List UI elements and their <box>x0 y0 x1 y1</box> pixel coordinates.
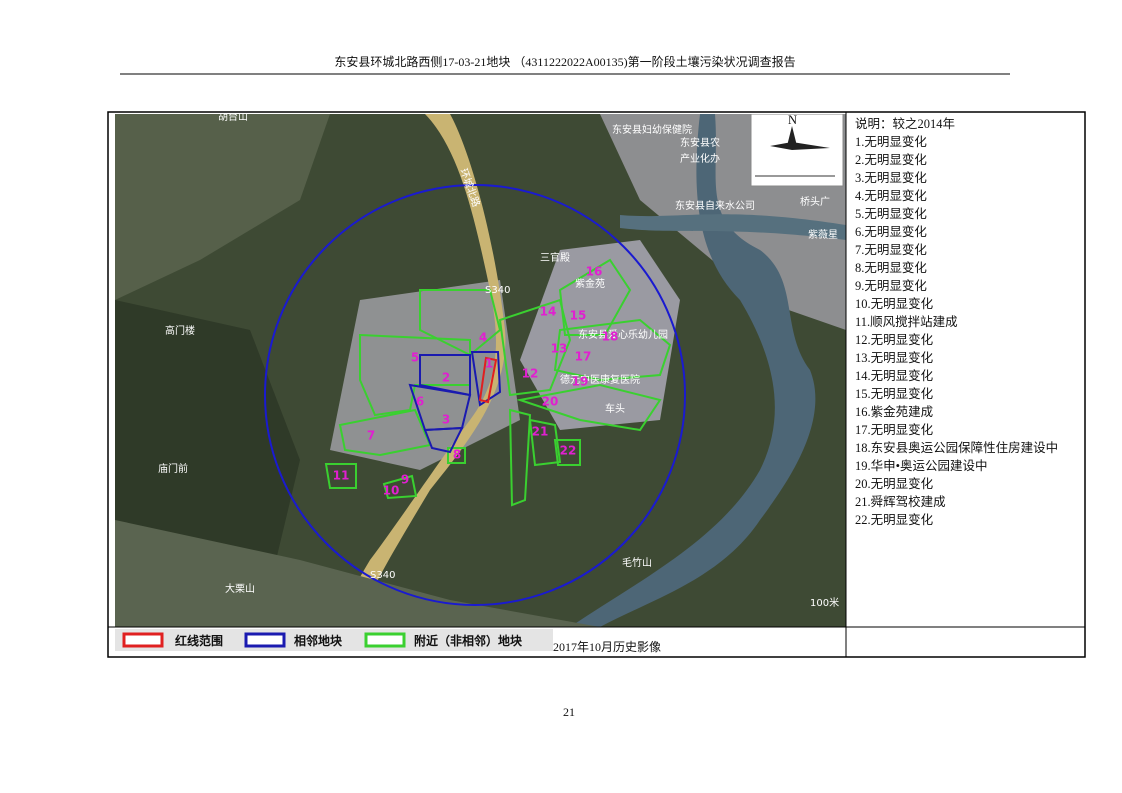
place-label: 紫薇星 <box>808 229 838 241</box>
place-label: 桥头广 <box>800 196 830 208</box>
parcel-label: 13 <box>551 342 568 356</box>
caption: 2017年10月历史影像 <box>553 640 661 654</box>
place-label: 毛竹山 <box>622 556 652 569</box>
note-item: 9.无明显变化 <box>855 278 927 293</box>
legend-label: 附近（非相邻）地块 <box>414 633 523 648</box>
page-number: 21 <box>563 705 575 719</box>
place-label: 大栗山 <box>225 582 255 595</box>
parcel-label: 8 <box>453 448 461 462</box>
note-item: 18.东安县奥运公园保障性住房建设中 <box>855 440 1058 455</box>
parcel-label: 11 <box>333 469 350 483</box>
note-item: 7.无明显变化 <box>855 242 927 257</box>
place-label: 东安县自来水公司 <box>675 199 755 212</box>
parcel-label: 20 <box>542 395 559 409</box>
parcel-label: 7 <box>367 429 375 443</box>
note-item: 17.无明显变化 <box>855 422 934 437</box>
note-item: 10.无明显变化 <box>855 296 934 311</box>
note-item: 19.华申•奥运公园建设中 <box>855 458 988 473</box>
scale-label: 100米 <box>810 596 839 609</box>
note-item: 8.无明显变化 <box>855 260 927 275</box>
legend-box <box>115 629 553 651</box>
parcel-label: 21 <box>532 425 549 439</box>
notes-list: 1.无明显变化 2.无明显变化 3.无明显变化 4.无明显变化 5.无明显变化 6.无明显… <box>855 134 1058 527</box>
place-label: 紫金苑 <box>575 277 605 290</box>
header-title: 东安县环城北路西侧17-03-21地块 （4311222022A00135)第一… <box>334 54 795 69</box>
parcel-label: 10 <box>383 484 400 498</box>
road-label: S340 <box>485 285 510 296</box>
parcel-label: 22 <box>560 444 577 458</box>
parcel-label: 5 <box>411 351 419 365</box>
parcel-label: 18 <box>602 330 619 344</box>
note-item: 14.无明显变化 <box>855 368 934 383</box>
note-item: 12.无明显变化 <box>855 332 934 347</box>
note-item: 21.舜辉驾校建成 <box>855 494 946 509</box>
parcel-label: 12 <box>522 367 539 381</box>
place-label: 三官殿 <box>540 251 570 264</box>
note-item: 15.无明显变化 <box>855 386 934 401</box>
note-item: 20.无明显变化 <box>855 476 934 491</box>
legend-swatch <box>244 632 286 648</box>
legend-swatch <box>122 632 164 648</box>
place-label: 东安县妇幼保健院 <box>612 123 692 136</box>
note-item: 1.无明显变化 <box>855 134 927 149</box>
parcel-label: 17 <box>575 350 592 364</box>
place-label: 胡台山 <box>218 110 248 123</box>
parcel-label: 1 <box>485 357 493 371</box>
parcel-label: 15 <box>570 309 587 323</box>
parcel-label: 16 <box>586 265 603 279</box>
parcel-label: 2 <box>442 371 450 385</box>
road-label: S340 <box>370 570 395 581</box>
place-label: 高门楼 <box>165 324 195 337</box>
legend-swatch <box>364 632 406 648</box>
compass-label: N <box>788 113 797 127</box>
note-item: 6.无明显变化 <box>855 224 927 239</box>
note-item: 16.紫金苑建成 <box>855 404 933 419</box>
parcel-label: 3 <box>442 413 450 427</box>
parcel-label: 9 <box>401 473 409 487</box>
parcel-label: 19 <box>572 375 589 389</box>
place-label: 车头 <box>605 402 625 415</box>
legend-label: 相邻地块 <box>294 633 343 648</box>
place-label: 德元中医康复医院 <box>560 373 640 386</box>
note-item: 4.无明显变化 <box>855 188 927 203</box>
parcel-label: 14 <box>540 305 557 319</box>
legend-label: 红线范围 <box>175 633 223 648</box>
note-item: 5.无明显变化 <box>855 206 927 221</box>
parcel-label: 4 <box>479 331 487 345</box>
parcel-label: 6 <box>416 395 424 409</box>
place-label: 产业化办 <box>680 152 720 165</box>
note-item: 2.无明显变化 <box>855 152 927 167</box>
note-item: 3.无明显变化 <box>855 170 927 185</box>
place-label: 东安县爱心乐幼儿园 <box>578 328 668 341</box>
place-label: 东安县农 <box>680 136 720 149</box>
table-frame <box>107 111 1086 658</box>
note-item: 13.无明显变化 <box>855 350 934 365</box>
note-item: 22.无明显变化 <box>855 512 934 527</box>
place-label: 庙门前 <box>158 462 188 475</box>
notes-title: 说明：较之2014年 <box>855 116 955 131</box>
note-item: 11.顺风搅拌站建成 <box>855 314 958 329</box>
